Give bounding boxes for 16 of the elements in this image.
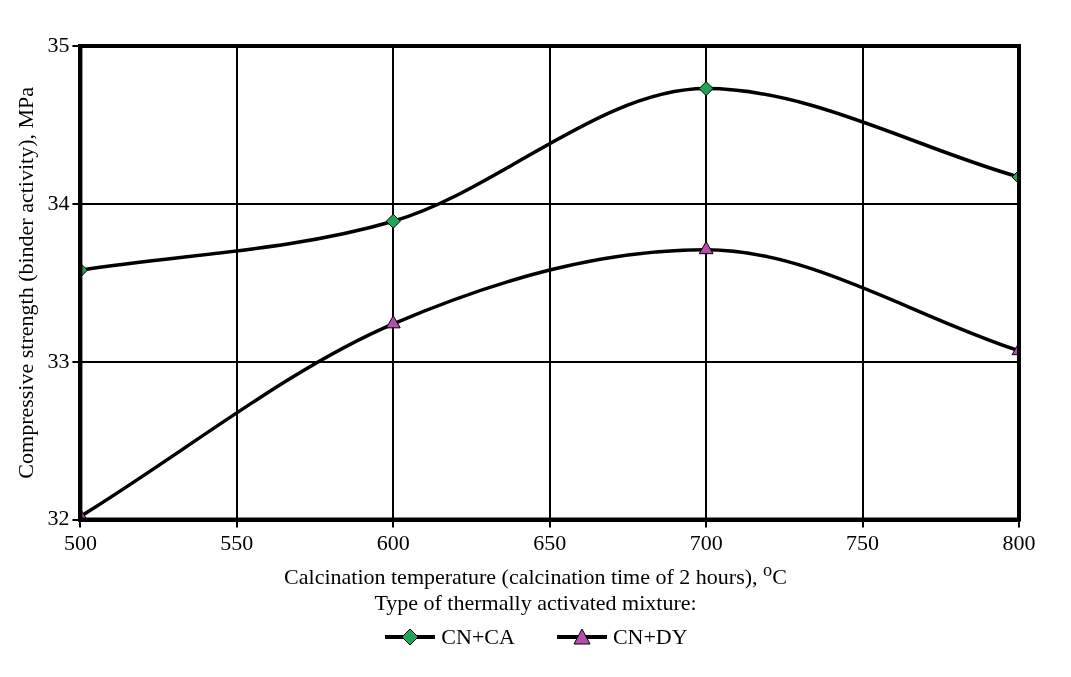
x-tick-label: 550	[220, 529, 254, 555]
x-tick-label: 600	[376, 529, 410, 555]
x-tick-label: 650	[533, 529, 567, 555]
y-tick-label: 33	[47, 347, 70, 373]
legend-label: CN+CA	[441, 624, 515, 650]
x-axis-title: Calcination temperature (calcination time of 2 hours), $^{o}$C	[283, 560, 788, 591]
x-tick-label: 500	[63, 529, 97, 555]
y-tick-label: 35	[47, 31, 70, 57]
y-tick-label: 32	[47, 505, 70, 531]
y-axis-title: Compressive strength (binder activity), MPa	[12, 86, 38, 479]
y-tick-label: 34	[47, 189, 70, 215]
legend-title: Type of thermally activated mixture:	[373, 590, 698, 616]
x-tick-label: 750	[846, 529, 880, 555]
x-tick-label: 800	[1002, 529, 1036, 555]
legend-label: CN+DY	[612, 624, 688, 650]
x-tick-label: 700	[689, 529, 723, 555]
